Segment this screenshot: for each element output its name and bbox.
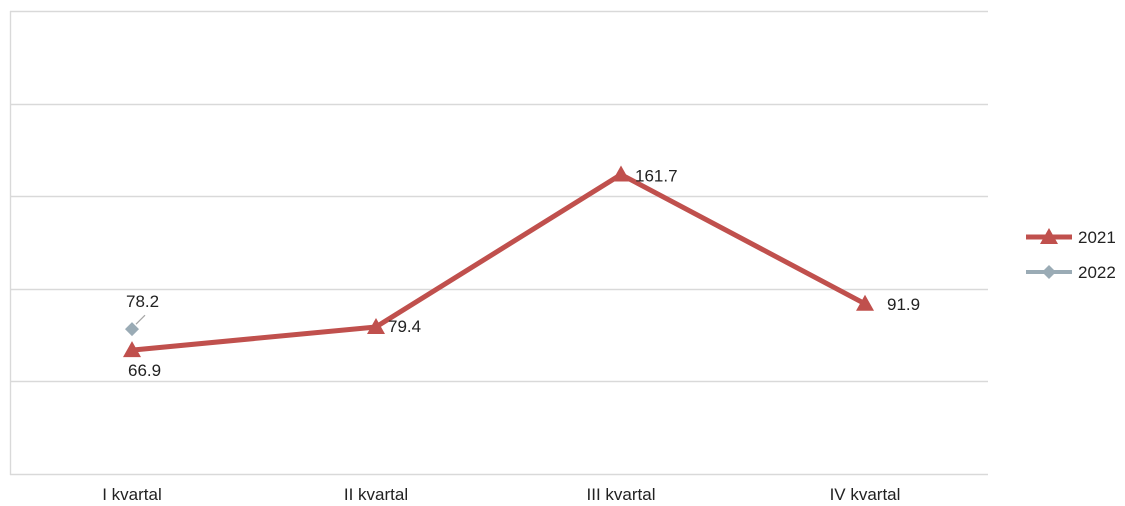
- series-line-2021: [129, 172, 868, 353]
- data-label: 66.9: [128, 361, 161, 380]
- legend-item-2022: 2022: [1026, 263, 1116, 282]
- legend-label: 2022: [1078, 263, 1116, 282]
- legend: 2021 2022: [1026, 228, 1116, 282]
- series-2021: [123, 165, 874, 358]
- label-leader-line: [135, 314, 146, 325]
- x-tick-label: III kvartal: [587, 485, 656, 504]
- legend-label: 2021: [1078, 228, 1116, 247]
- data-point-marker: [123, 341, 141, 358]
- series-layer: [123, 165, 874, 358]
- x-tick-label: I kvartal: [102, 485, 162, 504]
- data-point-marker: [856, 294, 874, 311]
- data-labels: 66.9 79.4 161.7 91.9 78.2: [126, 167, 920, 381]
- legend-item-2021: 2021: [1026, 228, 1116, 247]
- data-label: 79.4: [388, 317, 421, 336]
- legend-marker: [1040, 228, 1058, 244]
- data-point-marker: [125, 322, 139, 337]
- data-label: 78.2: [126, 292, 159, 311]
- x-axis-tick-labels: I kvartal II kvartal III kvartal IV kvartal: [102, 485, 900, 504]
- x-tick-label: II kvartal: [344, 485, 408, 504]
- legend-marker: [1042, 265, 1056, 279]
- data-label: 161.7: [635, 167, 678, 186]
- data-label: 91.9: [887, 295, 920, 314]
- gridlines: [9, 10, 988, 476]
- x-tick-label: IV kvartal: [830, 485, 901, 504]
- data-point-marker: [612, 165, 630, 182]
- data-point-marker: [367, 317, 385, 334]
- series-2022: [125, 322, 139, 337]
